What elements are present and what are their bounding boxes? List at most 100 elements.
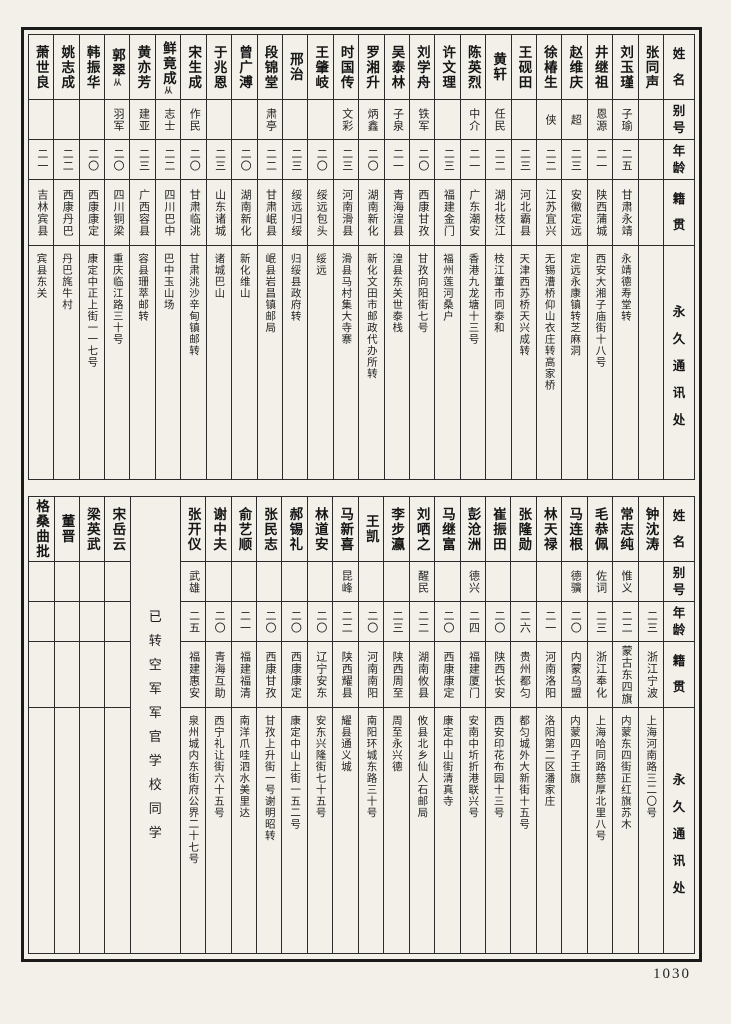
alias-cell: 子瑜 [613,100,638,140]
address-cell: 西宁礼让街六十五号 [212,715,224,819]
entry-column: 时国传 文彩 二三 河南滑县 滑县马村集大寺寨 [332,35,359,479]
age-cell: 二〇 [232,140,257,180]
address-cell: 福州莲河桑户 [442,253,454,322]
address-cell: 康定中山上街一五二号 [289,715,301,830]
age-cell: 二三 [333,140,359,180]
entry-column: 林天禄 二一 河南洛阳 洛阳第二区潘家庄 [535,497,562,953]
alias-cell [206,562,231,602]
entry-column: 毛恭佩 佐词 二三 浙江奉化 上海哈同路慈厚北里八号 [586,497,613,953]
age-cell: 二二 [409,602,435,642]
address-cell: 新化维山 [238,253,250,299]
address-cell: 内蒙东四街正红旗苏木 [619,715,631,830]
entry-column: 宋岳云 [104,497,130,953]
entry-column: 马继富 二〇 西康康定 康定中山街清真寺 [434,497,460,953]
age-cell: 二三 [384,602,409,642]
address-cell: 安东兴隆街七十五号 [314,715,326,819]
alias-cell: 志士 [155,100,181,140]
entry-column: 马新喜 昆峰 二二 陕西耀县 耀县通义城 [332,497,358,953]
origin-cell: 西康甘孜 [409,180,435,246]
entry-column: 黄轩 任民 二二 湖北枝江枝江董市同泰和 [485,35,511,479]
transfer-note-cell: 已转空军军官学校同学 [148,609,162,840]
origin-cell: 湖北枝江 [486,180,511,246]
alias-cell [231,562,256,602]
address-cell: 滑县马村集大寺寨 [340,253,352,345]
alias-cell [358,562,384,602]
age-cell: 二〇 [562,602,587,642]
age-cell: 二三 [511,140,536,180]
alias-cell [232,100,257,140]
header-address-cell: 永久通讯处 [672,772,686,895]
origin-cell: 江苏宜兴 [536,180,562,246]
entry-column: 于兆恩 二三 山东诸城 诸城巴山 [205,35,232,479]
alias-cell: 任民 [486,100,511,140]
entry-column: 姚志成 二二 西康丹巴 丹巴旄牛村 [53,35,79,479]
name-cell: 曾广溥 [232,35,257,100]
alias-cell [105,562,130,602]
age-cell: 二三 [130,140,155,180]
age-cell: 二六 [511,602,536,642]
age-cell [638,140,663,180]
address-cell: 重庆临江路三十号 [111,253,123,345]
address-cell: 湟县东关世泰栈 [391,253,403,334]
name-cell: 罗湘升 [359,35,384,100]
origin-cell: 西康康定 [79,180,105,246]
age-cell: 二五 [180,602,206,642]
origin-cell: 陕西长安 [485,642,511,708]
age-cell: 二〇 [435,602,460,642]
age-cell: 二〇 [307,602,333,642]
page-number: 1030 [653,966,691,982]
address-cell: 枝江董市同泰和 [492,253,504,334]
address-cell: 岷县岩昌镇邮局 [264,253,276,334]
alias-cell [282,562,307,602]
name-cell: 俞艺顺 [231,497,256,562]
entry-column: 王肇岐 二〇 绥远包头 绥远 [307,35,333,479]
name-cell: 林天禄 [536,497,562,562]
name-cell: 郭翠从 [105,35,130,100]
name-cell: 黄轩 [486,35,511,100]
origin-cell [638,180,663,246]
origin-cell: 福建福清 [231,642,256,708]
entry-column: 井继祖 恩源 二一 陕西蒲城 西安大湘子庙街十八号 [586,35,613,479]
address-cell: 南阳环城东路三十号 [365,715,377,819]
address-cell: 周至永兴德 [390,715,402,773]
entry-column: 王凯 二〇 河南南阳 南阳环城东路三十号 [357,497,384,953]
address-cell [55,708,79,953]
alias-cell [79,562,105,602]
name-cell: 崔振田 [485,497,511,562]
entry-column: 俞艺顺 二一 福建福清 南洋爪哇泗水美里达 [230,497,256,953]
alias-cell: 羽军 [105,100,130,140]
entry-column: 李步瀛 二三 陕西周至 周至永兴德 [383,497,409,953]
alias-cell: 子泉 [384,100,409,140]
address-cell [80,708,104,953]
address-cell: 康定中山街清真寺 [441,715,453,807]
header-column: 姓名别号年龄籍贯永久通讯处 [663,497,694,953]
origin-cell: 河南洛阳 [536,642,562,708]
header-address-cell: 永久通讯处 [672,304,686,427]
age-cell: 二二 [333,602,358,642]
entry-column: 常志纯 惟义 二二 蒙古东四旗 内蒙东四街正红旗苏木 [612,497,638,953]
origin-cell: 河北霸县 [511,180,536,246]
origin-cell: 福建厦门 [460,642,485,708]
origin-cell: 湖南新化 [359,180,384,246]
origin-cell [105,642,130,708]
age-cell: 二三 [435,140,460,180]
address-cell [639,246,663,479]
entry-column: 韩振华 二〇 西康康定 康定中正上街一一七号 [78,35,105,479]
name-cell: 邢治 [282,35,308,100]
address-cell: 香港九龙塘十三号 [467,253,479,345]
name-cell: 萧世良 [28,35,54,100]
address-cell: 永靖德寿堂转 [619,253,631,322]
age-cell: 二二 [486,140,511,180]
origin-cell: 四川铜梁 [105,180,130,246]
name-cell: 格桑曲批 [29,497,54,562]
address-cell: 内蒙四子王旗 [568,715,580,784]
alias-cell [435,562,460,602]
name-cell: 王砚田 [511,35,536,100]
name-cell: 宋生成 [181,35,206,100]
name-cell: 马连根 [562,497,587,562]
alias-cell: 佐词 [587,562,613,602]
address-cell: 甘肃洮沙辛甸镇邮转 [187,253,199,357]
address-cell [105,708,129,953]
age-cell: 二一 [536,602,562,642]
origin-cell: 福建惠安 [180,642,206,708]
